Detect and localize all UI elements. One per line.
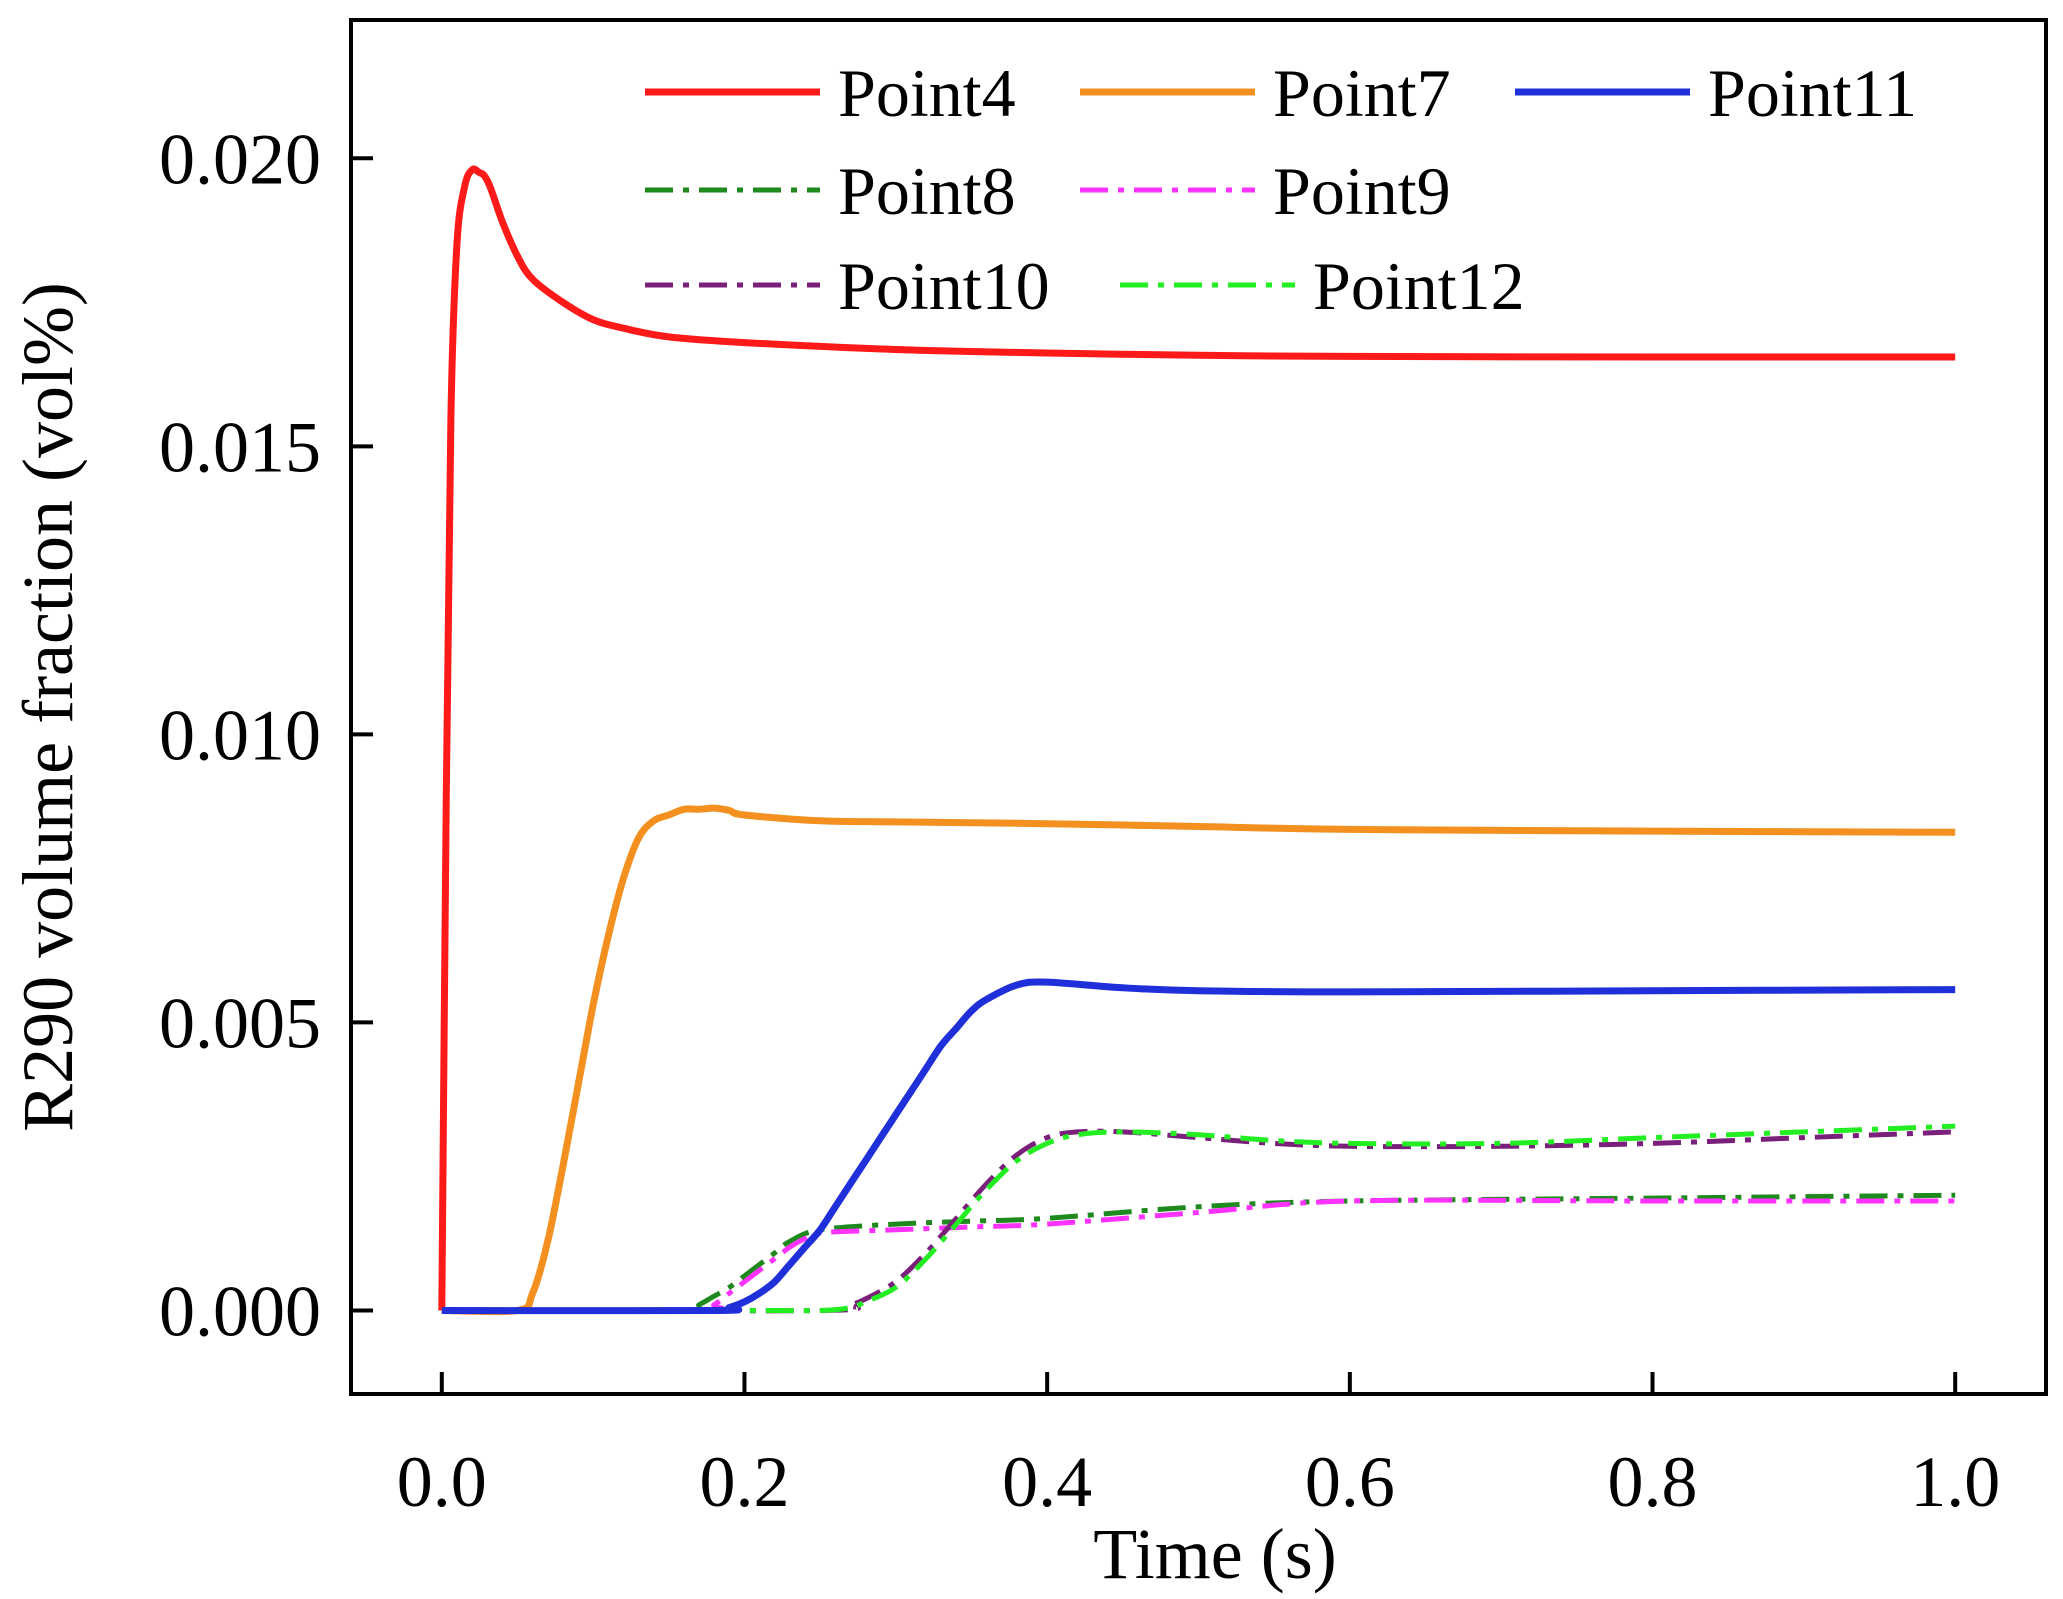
x-axis-title: Time (s) (1093, 1514, 1336, 1594)
y-axis-title: R290 volume fraction (vol%) (8, 282, 88, 1132)
x-tick-label: 0.0 (397, 1442, 487, 1522)
series-layer (438, 165, 1956, 1316)
series-line-point12 (441, 1123, 1956, 1314)
legend-label: Point12 (1313, 248, 1525, 324)
legend-label: Point9 (1273, 153, 1451, 229)
legend-item-point11: Point11 (1515, 55, 1917, 131)
legend-item-point12: Point12 (1120, 248, 1525, 324)
y-tick-label: 0.020 (159, 119, 321, 199)
legend-label: Point10 (838, 248, 1050, 324)
series-line-point11 (441, 978, 1956, 1315)
x-tick-label: 0.4 (1002, 1442, 1092, 1522)
legend-label: Point4 (838, 55, 1016, 131)
legend-label: Point11 (1708, 55, 1917, 131)
series-line-point7 (441, 804, 1956, 1316)
x-axis-ticks: 0.0 0.2 0.4 0.6 0.8 1.0 (397, 1372, 2000, 1522)
legend: Point4 Point7 Point11 Point8 Point9 Point10 Po… (645, 55, 1917, 324)
x-tick-label: 0.8 (1608, 1442, 1698, 1522)
legend-item-point9: Point9 (1080, 153, 1451, 229)
x-tick-label: 0.6 (1305, 1442, 1395, 1522)
legend-item-point4: Point4 (645, 55, 1016, 131)
series-line-point10 (441, 1128, 1956, 1314)
y-axis-ticks: 0.000 0.005 0.010 0.015 0.020 (159, 119, 373, 1351)
y-tick-label: 0.000 (159, 1271, 321, 1351)
legend-label: Point8 (838, 153, 1016, 229)
y-tick-label: 0.015 (159, 407, 321, 487)
series-line-point4 (438, 165, 1956, 1311)
x-tick-label: 1.0 (1910, 1442, 2000, 1522)
y-tick-label: 0.005 (159, 983, 321, 1063)
legend-label: Point7 (1273, 55, 1451, 131)
series-line-point9 (441, 1197, 1956, 1314)
legend-item-point7: Point7 (1080, 55, 1451, 131)
legend-item-point10: Point10 (645, 248, 1050, 324)
plot-frame (349, 18, 2048, 1396)
y-tick-label: 0.010 (159, 695, 321, 775)
x-tick-label: 0.2 (699, 1442, 789, 1522)
legend-item-point8: Point8 (645, 153, 1016, 229)
